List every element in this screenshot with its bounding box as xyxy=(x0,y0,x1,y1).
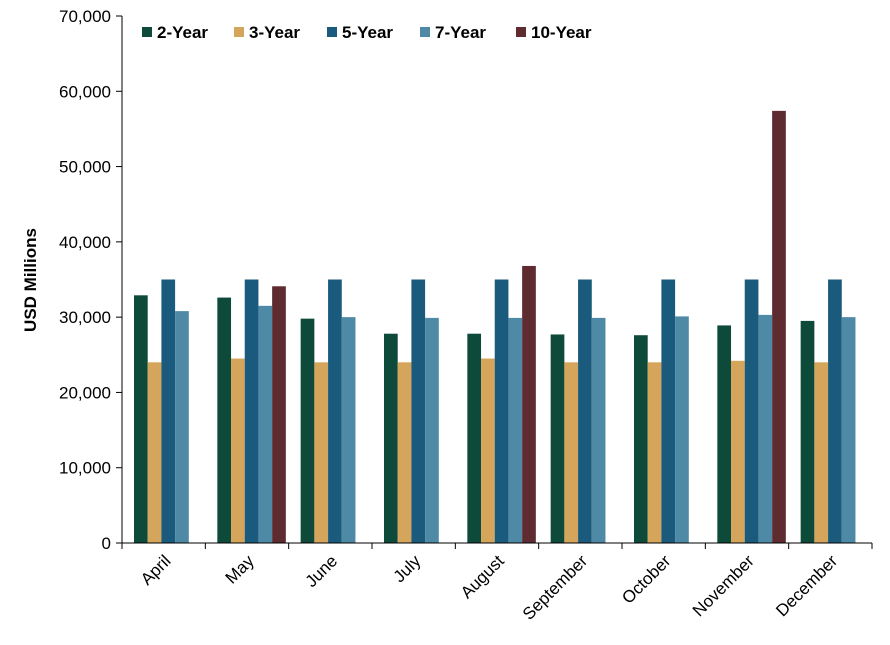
x-tick-label: September xyxy=(519,551,591,623)
y-tick-label: 0 xyxy=(102,534,111,553)
bar-7-year-may xyxy=(258,305,273,543)
bar-10-year-november xyxy=(772,110,786,544)
bar-7-year-august xyxy=(508,317,523,543)
bar-5-year-may xyxy=(244,279,259,543)
bar-7-year-june xyxy=(341,317,356,543)
legend-label: 3-Year xyxy=(249,23,300,42)
legend-swatch xyxy=(142,27,152,37)
bar-2-year-november xyxy=(717,325,732,543)
legend-label: 5-Year xyxy=(342,23,393,42)
bar-3-year-june xyxy=(314,362,329,543)
bar-2-year-may xyxy=(217,297,232,543)
bar-2-year-july xyxy=(384,333,398,543)
x-tick-label: April xyxy=(137,551,174,588)
bar-3-year-november xyxy=(731,360,745,543)
bar-7-year-april xyxy=(175,311,189,543)
bar-2-year-august xyxy=(467,333,482,543)
x-tick-label: December xyxy=(772,551,841,620)
x-ticks: April May June July August September October No… xyxy=(121,543,873,624)
bar-3-year-october xyxy=(647,362,662,543)
y-tick-label: 40,000 xyxy=(59,233,111,252)
y-tick-label: 60,000 xyxy=(59,82,111,101)
axes xyxy=(121,16,872,544)
bar-10-year-may xyxy=(272,286,286,543)
bar-3-year-may xyxy=(231,358,245,543)
bar-7-year-december xyxy=(841,317,856,543)
y-ticks: 0 10,000 20,000 30,000 40,000 50,000 60,000 70,… xyxy=(59,7,122,553)
y-tick-label: 20,000 xyxy=(59,383,111,402)
y-tick-label: 50,000 xyxy=(59,158,111,177)
bar-7-year-july xyxy=(425,317,439,543)
bar-7-year-november xyxy=(758,314,773,543)
bar-2-year-october xyxy=(634,335,648,543)
bar-3-year-april xyxy=(147,362,162,543)
bar-2-year-april xyxy=(134,295,148,543)
x-tick-label: October xyxy=(618,551,674,607)
bar-2-year-december xyxy=(800,320,815,543)
y-tick-label: 30,000 xyxy=(59,308,111,327)
legend-swatch xyxy=(234,27,244,37)
y-tick-label: 10,000 xyxy=(59,459,111,478)
bar-7-year-october xyxy=(675,316,689,543)
bar-7-year-september xyxy=(591,317,606,543)
bar-3-year-december xyxy=(814,362,829,543)
bar-5-year-october xyxy=(661,279,676,543)
bar-2-year-june xyxy=(300,318,315,543)
bar-5-year-december xyxy=(828,279,842,543)
legend-swatch xyxy=(327,27,337,37)
y-tick-label: 70,000 xyxy=(59,7,111,26)
bar-3-year-july xyxy=(397,362,412,543)
legend-label: 10-Year xyxy=(531,23,592,42)
bar-3-year-august xyxy=(481,358,495,543)
bar-5-year-august xyxy=(494,279,509,543)
x-tick-label: May xyxy=(222,551,258,587)
x-tick-label: November xyxy=(689,551,758,620)
legend-swatch xyxy=(516,27,526,37)
bar-5-year-june xyxy=(328,279,342,543)
bar-2-year-september xyxy=(550,334,565,543)
bars xyxy=(134,110,856,544)
bar-5-year-november xyxy=(744,279,759,543)
legend: 2-Year 3-Year 5-Year 7-Year 10-Year xyxy=(142,23,592,42)
y-axis-title: USD Millions xyxy=(21,228,40,332)
x-tick-label: July xyxy=(390,551,425,586)
bar-10-year-august xyxy=(522,265,536,543)
legend-label: 7-Year xyxy=(435,23,486,42)
bar-5-year-april xyxy=(161,279,176,543)
legend-swatch xyxy=(420,27,430,37)
x-tick-label: June xyxy=(302,551,342,591)
bar-5-year-july xyxy=(411,279,426,543)
legend-label: 2-Year xyxy=(157,23,208,42)
bar-5-year-september xyxy=(578,279,592,543)
x-tick-label: August xyxy=(457,551,508,602)
bar-3-year-september xyxy=(564,362,579,543)
